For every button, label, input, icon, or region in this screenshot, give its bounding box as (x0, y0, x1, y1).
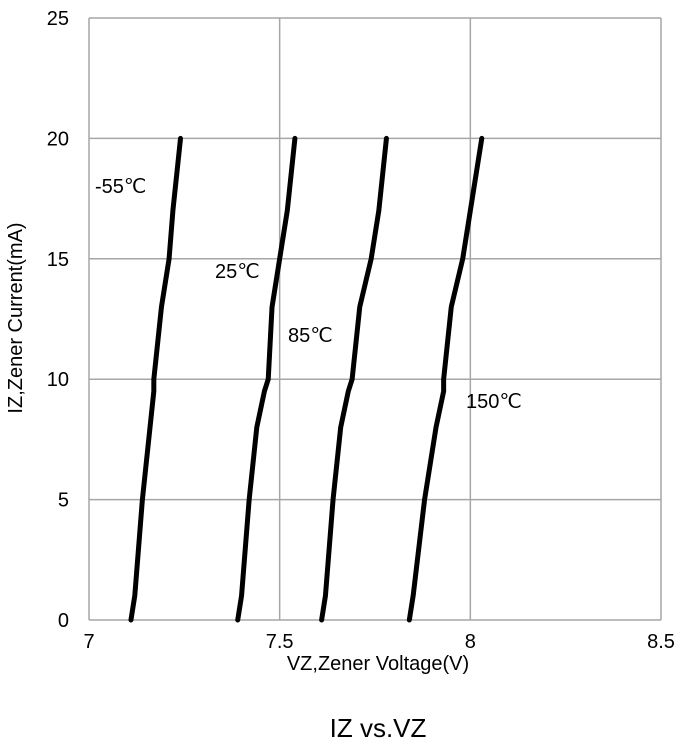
x-tick-label: 8.5 (647, 631, 675, 653)
y-tick-label: 15 (47, 249, 69, 271)
series-line (319, 135, 389, 623)
series-label: 25℃ (215, 261, 260, 283)
series-line (235, 135, 298, 623)
series-labels: -55℃ 25℃ 85℃ 150℃ (95, 176, 522, 413)
series-label: 150℃ (466, 391, 522, 413)
y-axis-label: IZ,Zener Current(mA) (5, 222, 27, 413)
x-tick-label: 7 (83, 631, 94, 653)
x-tick-label: 8 (465, 631, 476, 653)
y-tick-label: 20 (47, 128, 69, 150)
y-tick-label: 0 (58, 610, 69, 632)
x-tick-label: 7.5 (266, 631, 294, 653)
y-tick-label: 10 (47, 369, 69, 391)
grid (88, 17, 662, 621)
series-layer (128, 135, 485, 623)
series-label: 85℃ (288, 325, 333, 347)
y-tick-label: 5 (58, 490, 69, 512)
series-line (128, 135, 184, 623)
y-tick-label: 25 (47, 8, 69, 30)
x-axis-label: VZ,Zener Voltage(V) (287, 653, 469, 675)
series-label: -55℃ (95, 176, 146, 198)
chart-title: IZ vs.VZ (330, 713, 427, 743)
series-line (406, 135, 485, 623)
tick-labels: 7 7.5 8 8.5 0 5 10 15 20 25 (47, 8, 675, 653)
